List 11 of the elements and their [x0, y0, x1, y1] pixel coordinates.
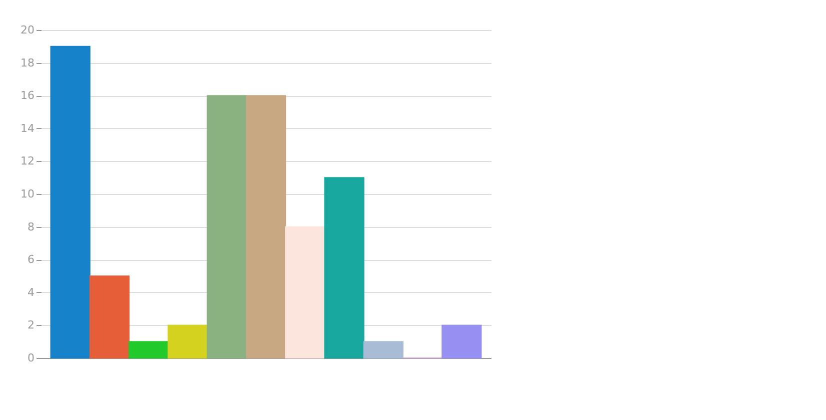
y-tick-label: 0: [28, 352, 34, 364]
y-tick-label: 20: [20, 24, 34, 36]
y-tick-label: 2: [28, 318, 34, 332]
y-tick-label: 16: [20, 89, 34, 102]
y-tick-label: 10: [20, 188, 34, 200]
y-tick-label: 6: [28, 253, 34, 266]
y-tick-label: 12: [20, 154, 34, 168]
y-tick-label: 18: [20, 56, 34, 70]
y-tick-label: 8: [28, 220, 34, 234]
y-tick-label: 4: [28, 286, 34, 299]
y-tick-label: 14: [20, 122, 34, 135]
